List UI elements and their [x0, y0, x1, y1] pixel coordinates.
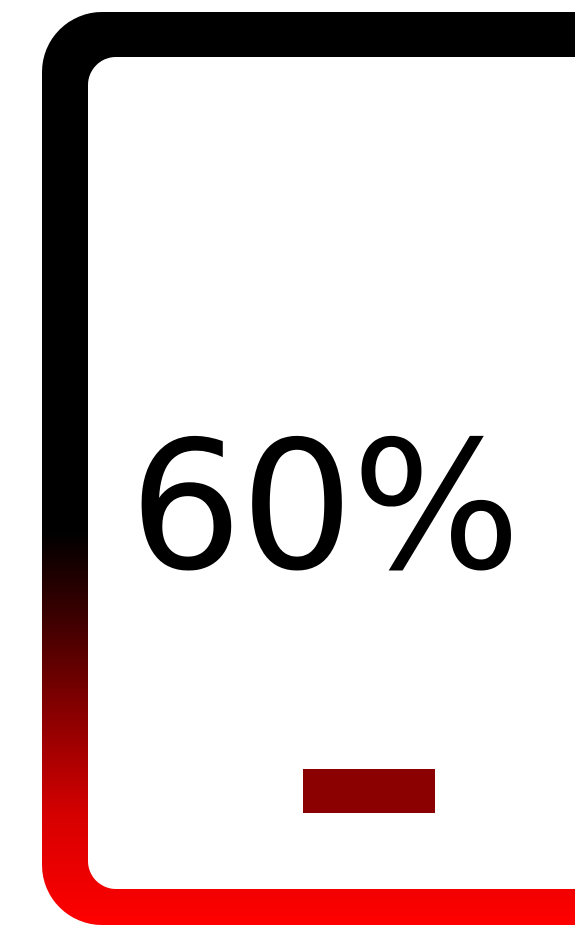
- battery-percent-label: 60%: [129, 403, 521, 610]
- phone-screen: 60%: [88, 57, 575, 889]
- phone-icon: 60%: [42, 12, 575, 925]
- home-indicator-bar: [303, 769, 435, 813]
